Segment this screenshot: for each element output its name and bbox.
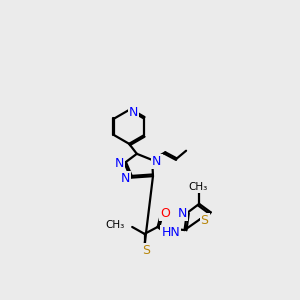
Text: N: N [129,106,138,119]
Text: N: N [121,172,130,185]
Text: N: N [178,207,187,220]
Text: O: O [160,207,170,220]
Text: CH₃: CH₃ [105,220,124,230]
Text: S: S [201,214,208,227]
Text: CH₃: CH₃ [188,182,207,192]
Text: N: N [152,155,161,168]
Text: S: S [142,244,150,257]
Text: HN: HN [161,226,180,239]
Text: N: N [114,157,124,170]
